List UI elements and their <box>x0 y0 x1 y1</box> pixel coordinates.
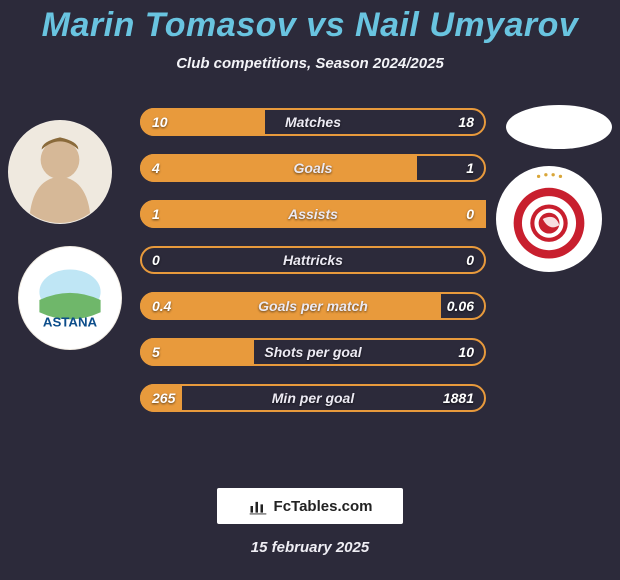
club-crest-icon: ASTANA <box>19 247 121 349</box>
stat-right-value: 1 <box>466 160 474 176</box>
stat-left-value: 10 <box>152 114 168 130</box>
stat-label: Shots per goal <box>264 344 361 360</box>
player2-name: Nail Umyarov <box>355 6 578 44</box>
stat-left-value: 265 <box>152 390 175 406</box>
stat-left-value: 1 <box>152 206 160 222</box>
player2-photo <box>506 105 612 149</box>
stat-right-value: 0 <box>466 206 474 222</box>
comparison-stage: ASTANA 10 Matches 18 4 Goals 1 1 Assists 0 0 Hattr… <box>0 90 620 520</box>
stat-right-value: 0 <box>466 252 474 268</box>
stat-label: Matches <box>285 114 341 130</box>
date-label: 15 february 2025 <box>251 539 369 556</box>
stat-row: 1 Assists 0 <box>140 200 486 228</box>
stat-right-value: 18 <box>458 114 474 130</box>
person-silhouette-icon <box>9 121 111 223</box>
stat-row: 0 Hattricks 0 <box>140 246 486 274</box>
stat-right-value: 10 <box>458 344 474 360</box>
stat-row: 10 Matches 18 <box>140 108 486 136</box>
stat-left-value: 5 <box>152 344 160 360</box>
stat-label: Goals <box>294 160 333 176</box>
stat-right-value: 1881 <box>443 390 474 406</box>
stat-label: Hattricks <box>283 252 343 268</box>
stat-left-value: 4 <box>152 160 160 176</box>
stat-row: 0.4 Goals per match 0.06 <box>140 292 486 320</box>
stat-label: Goals per match <box>258 298 368 314</box>
stat-row: 4 Goals 1 <box>140 154 486 182</box>
player1-photo <box>8 120 112 224</box>
stat-label: Min per goal <box>272 390 354 406</box>
player2-club-badge <box>496 166 602 272</box>
brand-badge[interactable]: FcTables.com <box>217 488 403 524</box>
stat-left-value: 0 <box>152 252 160 268</box>
brand-label: FcTables.com <box>274 498 373 515</box>
page-title: Marin Tomasov vs Nail Umyarov <box>0 0 620 45</box>
club-crest-icon <box>497 167 601 271</box>
vs-text: vs <box>306 6 355 44</box>
bar-chart-icon <box>248 496 268 516</box>
player1-name: Marin Tomasov <box>42 6 297 44</box>
svg-text:ASTANA: ASTANA <box>43 315 98 330</box>
stat-right-value: 0.06 <box>447 298 474 314</box>
stat-row: 265 Min per goal 1881 <box>140 384 486 412</box>
stat-left-value: 0.4 <box>152 298 171 314</box>
stat-label: Assists <box>288 206 338 222</box>
stat-row: 5 Shots per goal 10 <box>140 338 486 366</box>
subtitle: Club competitions, Season 2024/2025 <box>0 55 620 72</box>
stat-bars: 10 Matches 18 4 Goals 1 1 Assists 0 0 Hattricks 0 0.… <box>140 108 486 430</box>
player1-club-badge: ASTANA <box>18 246 122 350</box>
